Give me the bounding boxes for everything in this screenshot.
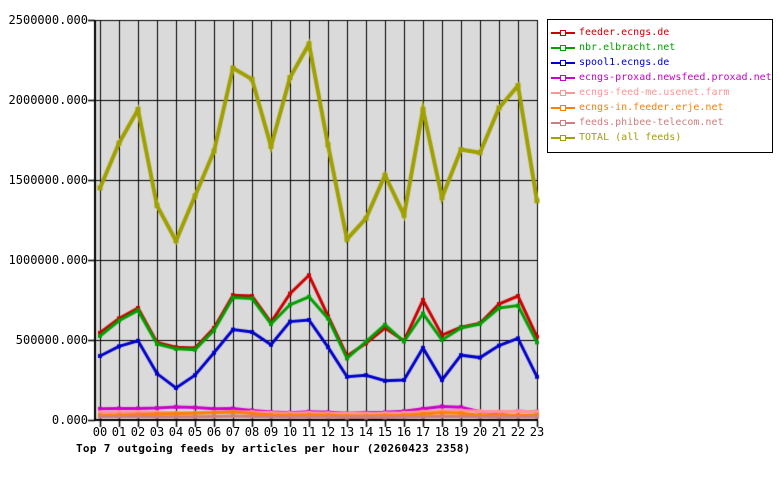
x-axis-label: 14 [358,425,374,439]
x-axis-label: 12 [320,425,336,439]
chart-title: Top 7 outgoing feeds by articles per hou… [76,442,471,455]
y-axis-label: 2500000.000 [8,13,88,27]
legend-label: ecngs-feed-me.usenet.farm [579,87,730,98]
x-axis-label: 10 [282,425,298,439]
legend-marker-icon [551,28,575,38]
legend-label: TOTAL (all feeds) [579,132,682,143]
x-axis-label: 19 [453,425,469,439]
y-axis-label: 2000000.000 [8,93,88,107]
x-axis-label: 03 [149,425,165,439]
legend-marker-icon [551,118,575,128]
x-axis-label: 13 [339,425,355,439]
legend-label: feeds.phibee-telecom.net [579,117,724,128]
x-axis-label: 15 [377,425,393,439]
x-axis-label: 02 [130,425,146,439]
x-axis-label: 16 [396,425,412,439]
legend-item: ecngs-feed-me.usenet.farm [548,85,772,100]
x-axis-label: 09 [263,425,279,439]
x-axis-label: 23 [529,425,545,439]
y-axis-label: 500000.000 [15,333,88,347]
x-axis-label: 11 [301,425,317,439]
legend-item: feeder.ecngs.de [548,25,772,40]
legend-item: nbr.elbracht.net [548,40,772,55]
x-axis-label: 05 [187,425,203,439]
legend-label: feeder.ecngs.de [579,27,670,38]
legend-label: ecngs-proxad.newsfeed.proxad.net [579,72,772,83]
x-axis-label: 22 [510,425,526,439]
legend-label: nbr.elbracht.net [579,42,676,53]
x-axis-label: 06 [206,425,222,439]
legend-label: ecngs-in.feeder.erje.net [579,102,724,113]
legend-marker-icon [551,43,575,53]
y-axis-label: 1000000.000 [8,253,88,267]
legend-item: ecngs-in.feeder.erje.net [548,100,772,115]
legend-marker-icon [551,133,575,143]
legend-item: ecngs-proxad.newsfeed.proxad.net [548,70,772,85]
legend-item: spool1.ecngs.de [548,55,772,70]
x-axis-label: 08 [244,425,260,439]
legend-item: TOTAL (all feeds) [548,130,772,145]
x-axis-label: 00 [92,425,108,439]
x-axis-label: 17 [415,425,431,439]
x-axis-label: 01 [111,425,127,439]
legend-marker-icon [551,103,575,113]
x-axis-label: 21 [491,425,507,439]
legend-box: feeder.ecngs.de nbr.elbracht.net spool1.ec… [547,19,773,153]
legend-label: spool1.ecngs.de [579,57,670,68]
y-axis-label: 1500000.000 [8,173,88,187]
legend-marker-icon [551,73,575,83]
legend-marker-icon [551,58,575,68]
x-axis-label: 07 [225,425,241,439]
legend-marker-icon [551,88,575,98]
x-axis-label: 18 [434,425,450,439]
y-axis-label: 0.000 [51,413,88,427]
legend-item: feeds.phibee-telecom.net [548,115,772,130]
x-axis-label: 20 [472,425,488,439]
x-axis-label: 04 [168,425,184,439]
